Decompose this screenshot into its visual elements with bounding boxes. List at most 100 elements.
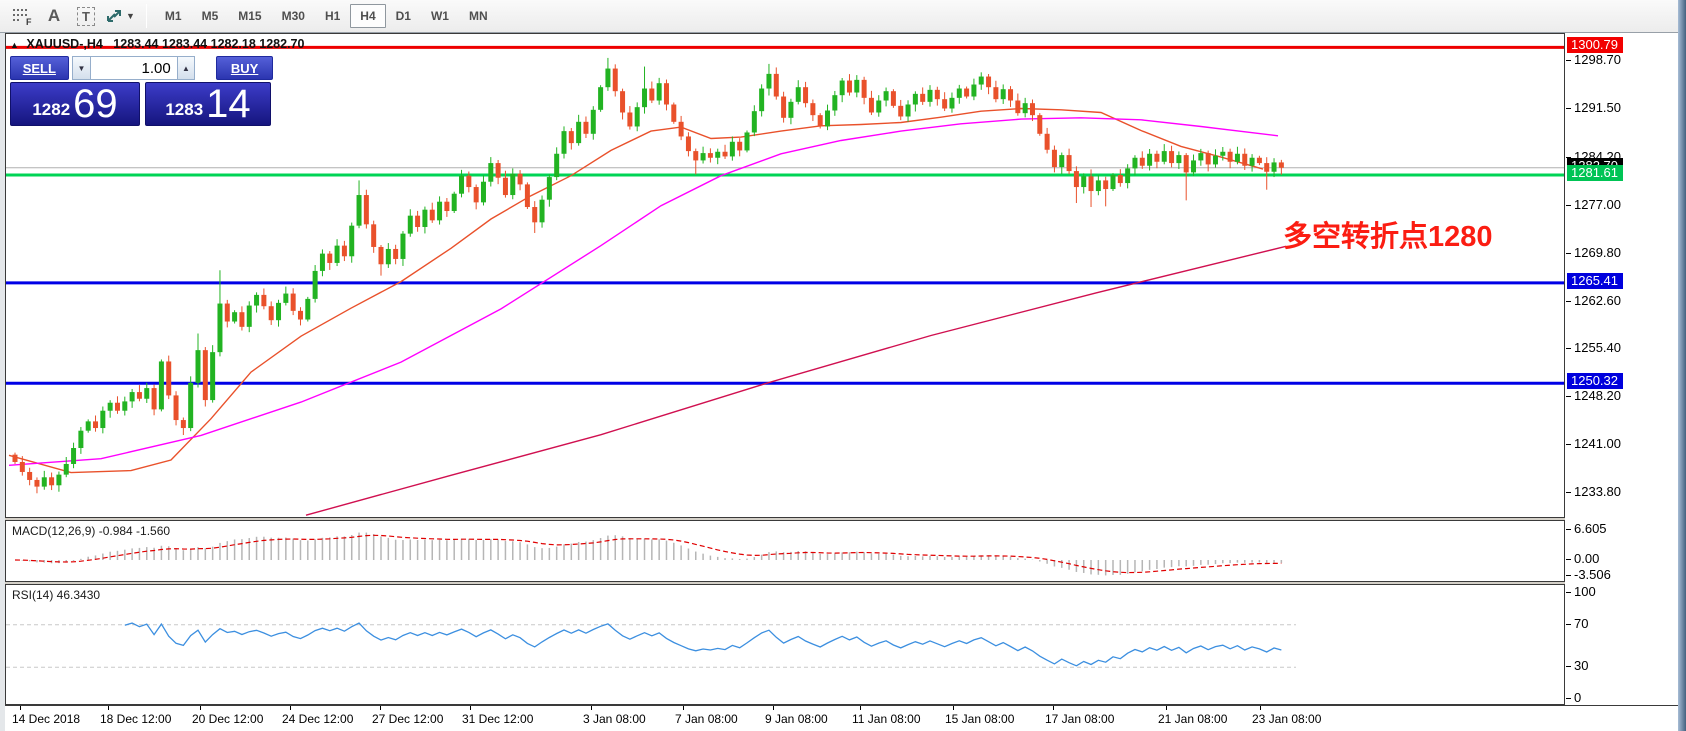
macd-signal-line bbox=[14, 534, 1282, 574]
ma-mid bbox=[8, 117, 1279, 466]
timeframe-h4[interactable]: H4 bbox=[350, 4, 386, 28]
candle-body bbox=[107, 402, 113, 411]
candle-body bbox=[539, 199, 545, 223]
price-axis-tick bbox=[1566, 348, 1571, 350]
candle-body bbox=[422, 209, 428, 227]
arrow-objects-button[interactable]: ▼ bbox=[104, 3, 136, 29]
candle-body bbox=[19, 461, 25, 472]
sell-price-display[interactable]: 1282 69 bbox=[10, 82, 140, 126]
time-axis-tick bbox=[773, 706, 774, 710]
macd-chart bbox=[14, 532, 1283, 576]
pane-splitter[interactable] bbox=[5, 582, 1565, 584]
candle-body bbox=[12, 454, 18, 462]
candle-body bbox=[71, 448, 77, 464]
timeframe-mn[interactable]: MN bbox=[468, 9, 488, 23]
candle-body bbox=[546, 177, 552, 200]
candle-body bbox=[1066, 155, 1072, 172]
buy-button[interactable]: BUY bbox=[216, 56, 273, 80]
time-axis-label: 21 Jan 08:00 bbox=[1158, 712, 1228, 726]
volume-increase-button[interactable]: ▲ bbox=[176, 56, 196, 80]
time-axis-label: 23 Jan 08:00 bbox=[1252, 712, 1322, 726]
candle-body bbox=[825, 110, 831, 127]
time-axis-label: 27 Dec 12:00 bbox=[372, 712, 444, 726]
price-axis-tick bbox=[1566, 492, 1571, 494]
rsi-pane[interactable]: RSI(14) 46.3430 bbox=[5, 584, 1565, 705]
candle-body bbox=[459, 175, 465, 194]
timeframe-d1[interactable]: D1 bbox=[395, 9, 411, 23]
candle-body bbox=[1169, 151, 1175, 164]
candle-body bbox=[817, 115, 823, 127]
candle-body bbox=[803, 87, 809, 104]
candle-body bbox=[1176, 155, 1182, 164]
chart-shift-button[interactable]: F bbox=[8, 3, 36, 29]
candle-body bbox=[927, 89, 933, 102]
candle-body bbox=[1278, 162, 1284, 168]
price-axis-label: 1248.20 bbox=[1574, 388, 1621, 404]
candle-body bbox=[700, 153, 706, 161]
candle-body bbox=[795, 87, 801, 102]
price-axis-tick bbox=[1566, 666, 1571, 668]
candle-body bbox=[334, 245, 340, 263]
candle-body bbox=[781, 96, 787, 118]
price-axis-label: 70 bbox=[1574, 615, 1589, 631]
candle-body bbox=[488, 163, 494, 182]
symbol-triangle-icon: ▲ bbox=[10, 40, 19, 50]
candle-body bbox=[1271, 162, 1277, 172]
candle-body bbox=[232, 312, 238, 322]
time-axis-label: 3 Jan 08:00 bbox=[583, 712, 646, 726]
candle-body bbox=[583, 121, 589, 134]
pane-splitter[interactable] bbox=[5, 518, 1565, 520]
ohlc-values: 1283.44 1283.44 1282.18 1282.70 bbox=[113, 37, 305, 51]
price-axis[interactable]: 1298.70 1291.50 1284.20 1277.00 1269.80 1262.… bbox=[1566, 33, 1678, 705]
volume-decrease-button[interactable]: ▼ bbox=[72, 56, 91, 80]
candle-body bbox=[1051, 149, 1057, 168]
time-axis-tick bbox=[860, 706, 861, 710]
chevron-down-icon: ▼ bbox=[126, 11, 135, 21]
time-axis[interactable]: 14 Dec 2018 18 Dec 12:00 20 Dec 12:00 24 De… bbox=[5, 705, 1678, 731]
candle-body bbox=[656, 83, 662, 101]
timeframe-m15[interactable]: M15 bbox=[238, 9, 262, 23]
buy-price-display[interactable]: 1283 14 bbox=[145, 82, 271, 126]
price-axis-tick bbox=[1566, 60, 1571, 62]
candle-body bbox=[1029, 103, 1035, 116]
text-box-tool-button[interactable]: T bbox=[72, 3, 100, 29]
candle-body bbox=[93, 421, 99, 429]
macd-pane[interactable]: MACD(12,26,9) -0.984 -1.560 bbox=[5, 520, 1565, 582]
price-axis-tick bbox=[1566, 300, 1571, 302]
time-axis-tick bbox=[108, 706, 109, 710]
time-axis-tick bbox=[1053, 706, 1054, 710]
time-axis-tick bbox=[1166, 706, 1167, 710]
timeframe-h1[interactable]: H1 bbox=[324, 9, 341, 23]
candle-body bbox=[473, 187, 479, 203]
candle-body bbox=[239, 312, 245, 327]
candlestick-series bbox=[12, 57, 1284, 494]
candle-body bbox=[429, 209, 435, 221]
candle-body bbox=[378, 246, 384, 265]
time-axis-label: 15 Jan 08:00 bbox=[945, 712, 1015, 726]
time-axis-tick bbox=[290, 706, 291, 710]
volume-input[interactable] bbox=[90, 56, 177, 80]
candle-body bbox=[751, 111, 757, 133]
candle-body bbox=[898, 105, 904, 117]
candle-body bbox=[1117, 175, 1123, 184]
timeframe-m1[interactable]: M1 bbox=[164, 9, 182, 23]
timeframe-m30[interactable]: M30 bbox=[281, 9, 305, 23]
time-axis-tick bbox=[591, 706, 592, 710]
price-axis-tick bbox=[1566, 444, 1571, 446]
chinese-annotation[interactable]: 多空转折点1280 bbox=[1283, 219, 1493, 253]
candle-body bbox=[1037, 115, 1043, 134]
candle-body bbox=[649, 88, 655, 101]
text-label-tool-button[interactable]: A bbox=[40, 3, 68, 29]
arrow-up-icon: ▲ bbox=[181, 63, 190, 73]
candle-body bbox=[349, 225, 355, 257]
candle-body bbox=[151, 388, 157, 410]
timeframe-m5[interactable]: M5 bbox=[201, 9, 219, 23]
toolbar: F A T ▼ M1 M5 M15 M30 H1 H4 D1 W1 MN bbox=[0, 0, 1686, 33]
candle-body bbox=[480, 181, 486, 203]
sell-button[interactable]: SELL bbox=[10, 56, 69, 80]
candle-body bbox=[1191, 160, 1197, 173]
sell-price-small: 1282 bbox=[32, 100, 71, 119]
candle-body bbox=[1147, 153, 1153, 166]
price-axis-label: 1233.80 bbox=[1574, 484, 1621, 500]
timeframe-w1[interactable]: W1 bbox=[430, 9, 449, 23]
